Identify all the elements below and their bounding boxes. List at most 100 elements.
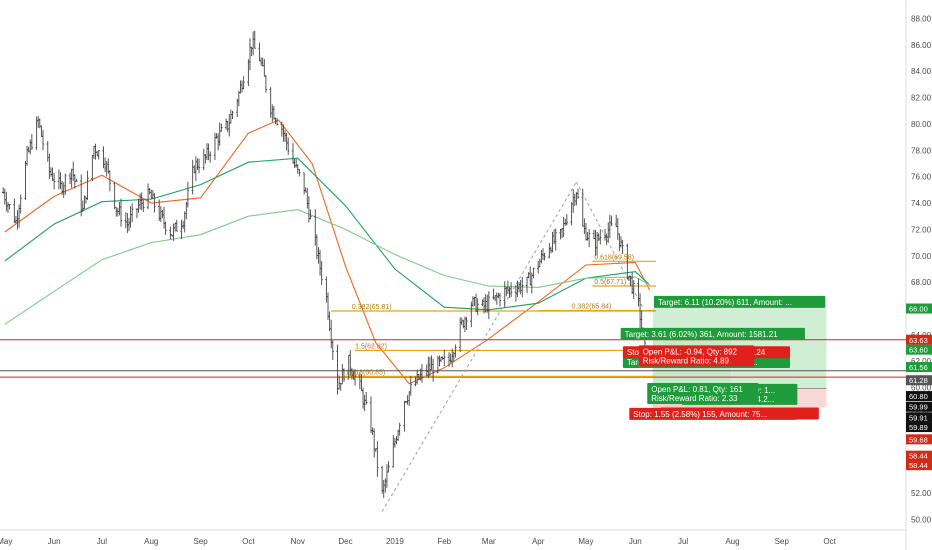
candle <box>175 219 178 232</box>
fib-label-0: 0.618(69.58) <box>594 254 634 261</box>
candle <box>108 170 112 192</box>
price-tag-1: 63.63 <box>906 334 932 345</box>
candle <box>353 369 357 386</box>
candle <box>610 215 613 227</box>
candle <box>208 151 212 163</box>
x-tick-label-2: Jul <box>97 537 107 546</box>
candle <box>532 267 535 279</box>
y-tick-label-15: 80.00 <box>911 120 932 129</box>
price-tag-11: 58.44 <box>906 460 932 471</box>
candle <box>632 280 635 299</box>
y-tick-label-5: 60.00 <box>911 384 932 393</box>
moving-average-2 <box>4 209 650 325</box>
candle <box>142 200 145 212</box>
position-2-pnl-label-text-1: Risk/Reward Ratio: 4.89 <box>643 356 730 365</box>
price-tag-10: 58.44 <box>906 450 932 461</box>
price-tag-text-3: 61.56 <box>909 363 928 372</box>
position-1-target-label: Target: 3.61 (6.02%) 361, Amount: 1581.2… <box>620 327 805 340</box>
position-1-pnl-label-text-1: Risk/Reward Ratio: 2.33 <box>651 394 738 403</box>
candle <box>376 441 379 477</box>
x-tick-label-17: Oct <box>823 537 836 546</box>
time-axis[interactable]: May Jun Jul Aug Sep Oct Nov Dec 2019 Feb Mar Apr May… <box>0 537 837 546</box>
price-tag-text-1: 63.63 <box>909 336 928 345</box>
y-tick-label-14: 78.00 <box>911 146 932 155</box>
candle <box>231 110 234 120</box>
candle <box>220 123 223 132</box>
x-tick-label-5: Oct <box>242 537 255 546</box>
y-tick-label-18: 86.00 <box>911 41 932 50</box>
candle <box>86 170 89 200</box>
moving-average-1 <box>4 157 650 311</box>
position-labels: Target: 6.11 (10.20%) 611, Amount: ... St… <box>620 295 826 420</box>
y-tick-label-6: 62.00 <box>911 357 932 366</box>
price-tag-text-11: 58.44 <box>909 461 928 470</box>
candle <box>576 188 580 199</box>
candle <box>498 292 502 307</box>
y-tick-label-12: 74.00 <box>911 199 932 208</box>
x-tick-label-11: Apr <box>532 537 545 546</box>
position-1-pnl-label-text-0: Open P&L: 0.81, Qty: 161 <box>651 385 743 394</box>
candle <box>365 392 368 405</box>
x-tick-label-16: Sep <box>775 537 790 546</box>
position-1-stop-label: Stop: 1.55 (2.58%) 155, Amount: 75... <box>629 407 797 420</box>
candle <box>153 193 156 213</box>
y-tick-label-19: 88.00 <box>911 14 932 23</box>
price-tag-0: 66.00 <box>906 303 932 314</box>
candle <box>543 252 546 261</box>
price-tag-text-10: 58.44 <box>909 452 928 461</box>
candle <box>64 173 67 195</box>
price-tag-text-5: 60.80 <box>909 392 928 401</box>
candle <box>554 228 557 251</box>
candle <box>287 137 290 156</box>
price-tag-6: 59.99 <box>906 401 932 412</box>
candle <box>41 130 45 151</box>
candle <box>298 168 301 177</box>
price-tag-text-0: 66.00 <box>909 305 928 314</box>
candle <box>275 117 279 126</box>
candle <box>509 282 513 298</box>
candle <box>75 178 78 182</box>
price-tag-9: 59.68 <box>906 434 932 445</box>
candle <box>465 316 468 330</box>
x-tick-label-4: Sep <box>194 537 209 546</box>
price-tag-3: 61.56 <box>906 362 932 373</box>
price-tag-5: 60.80 <box>906 391 932 402</box>
moving-averages <box>4 119 651 385</box>
candle <box>565 214 569 226</box>
candle <box>242 76 245 90</box>
y-tick-label-11: 72.00 <box>911 225 932 234</box>
fib-label-2: 0.382(65.81) <box>352 304 392 311</box>
candle <box>621 239 624 255</box>
candle <box>97 149 100 160</box>
x-tick-label-8: 2019 <box>386 537 404 546</box>
x-tick-label-7: Dec <box>338 537 352 546</box>
candle <box>19 194 22 214</box>
x-tick-label-15: Aug <box>725 537 739 546</box>
candle <box>8 203 11 210</box>
candle <box>253 30 256 49</box>
candle <box>30 134 34 150</box>
candle <box>420 364 424 383</box>
candle <box>587 229 591 248</box>
price-tag-8: 59.89 <box>906 422 932 433</box>
position-0-target-label-text-0: Target: 6.11 (10.20%) 611, Amount: ... <box>658 298 792 307</box>
x-tick-label-1: Jun <box>48 537 61 546</box>
candle <box>599 229 602 245</box>
candle <box>387 461 390 473</box>
x-tick-label-0: May <box>0 537 12 546</box>
candle <box>342 368 346 382</box>
x-tick-label-6: Nov <box>291 537 305 546</box>
x-tick-label-13: Jun <box>629 537 642 546</box>
fib-label-3: 0.382(65.84) <box>572 304 612 311</box>
price-tag-2: 63.60 <box>906 344 932 355</box>
candle <box>164 221 167 235</box>
price-tag-text-2: 63.60 <box>909 346 928 355</box>
candle <box>197 158 201 174</box>
candle <box>331 340 334 361</box>
